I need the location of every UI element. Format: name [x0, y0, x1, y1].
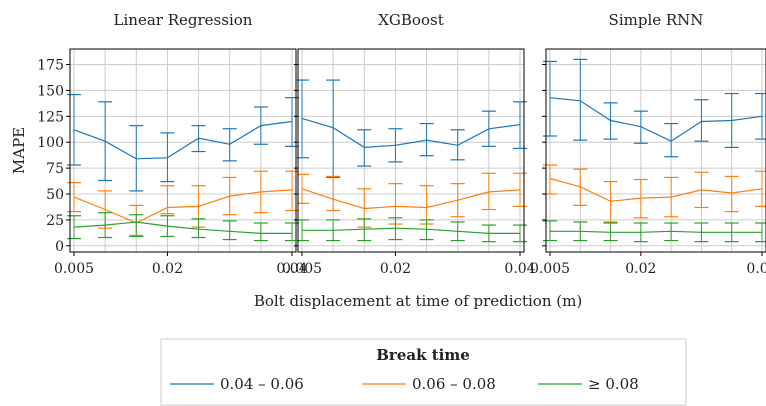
- plot-frame: [297, 48, 525, 253]
- x-axis-label: Bolt displacement at time of prediction …: [254, 292, 582, 310]
- series-2-panel-2: [295, 172, 527, 228]
- x-tick-label: 0.005: [530, 261, 570, 277]
- series-1-panel-2: [295, 79, 527, 179]
- x-tick-label: 0.02: [152, 261, 183, 277]
- x-tick-label: 0.005: [54, 261, 94, 277]
- legend-label: ≥ 0.08: [588, 375, 639, 393]
- series-line: [73, 189, 293, 224]
- legend-label: 0.06 – 0.08: [412, 375, 496, 393]
- y-tick-label: 0: [55, 239, 64, 255]
- series-3-panel-3: [543, 220, 766, 243]
- series-2-panel-1: [67, 170, 299, 237]
- panel-title: Linear Regression: [114, 11, 253, 29]
- y-tick-label: 150: [37, 83, 64, 99]
- x-tick-label: 0.02: [380, 261, 411, 277]
- series-3-panel-2: [295, 217, 527, 243]
- x-tick-label: 0.04: [504, 261, 535, 277]
- plot-frame: [69, 48, 297, 253]
- series-line: [73, 221, 292, 234]
- panel-2: XGBoost 0.005 0.02 0.04: [282, 11, 536, 277]
- x-tick-label: 0.04: [746, 261, 766, 277]
- series-2-panel-3: [543, 164, 766, 223]
- series-line: [549, 177, 763, 202]
- legend-box: [160, 338, 687, 406]
- x-tick-label: 0.02: [625, 261, 656, 277]
- legend-label: 0.04 – 0.06: [220, 375, 304, 393]
- series-line: [302, 227, 520, 234]
- y-tick-label: 75: [46, 161, 64, 177]
- series-line: [301, 188, 521, 210]
- y-tick-label: 125: [37, 109, 64, 125]
- series-line: [301, 117, 521, 149]
- plot-frame: [545, 48, 766, 253]
- panel-1: Linear Regression 0.005 0.02 0.04 0 25 50 75 100…: [37, 11, 307, 277]
- y-tick-label: 100: [37, 135, 64, 151]
- series-line: [73, 120, 293, 160]
- y-tick-label: 25: [46, 213, 64, 229]
- panel-title: Simple RNN: [609, 11, 704, 29]
- series-line: [549, 97, 763, 142]
- panel-title: XGBoost: [378, 11, 443, 29]
- legend: Break time 0.04 – 0.06 0.06 – 0.08 ≥ 0.08: [160, 338, 687, 406]
- x-tick-label: 0.005: [282, 261, 322, 277]
- series-1-panel-3: [543, 58, 766, 158]
- legend-title: Break time: [376, 346, 470, 364]
- panel-3: Simple RNN 0.005 0.02 0.04: [530, 11, 766, 277]
- y-tick-label: 175: [37, 58, 64, 74]
- y-tick-label: 50: [46, 187, 64, 203]
- series-3-panel-1: [67, 212, 299, 242]
- series-1-panel-1: [67, 93, 299, 192]
- y-axis-label: MAPE: [10, 127, 28, 174]
- series-line: [550, 230, 762, 233]
- x-tick-label: 0.04: [276, 261, 307, 277]
